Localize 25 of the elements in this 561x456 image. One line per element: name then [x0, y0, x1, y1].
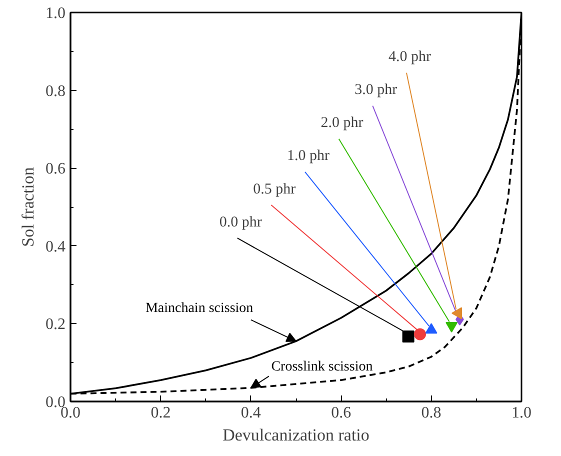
- text: 0.0 phr: [219, 214, 262, 230]
- x-tick-label: 1.0: [512, 404, 532, 422]
- y-tick-label: 0.6: [46, 160, 66, 178]
- text: 4.0 phr: [388, 49, 431, 66]
- y-tick-label: 0.8: [46, 82, 66, 100]
- text: Mainchain scission: [145, 300, 254, 316]
- y-tick-label: 0.4: [46, 238, 66, 256]
- text: 0.5 phr: [253, 181, 296, 198]
- x-tick-label: 0.8: [421, 404, 442, 422]
- x-tick-label: 0.4: [240, 404, 261, 422]
- x-axis-title: Devulcanization ratio: [222, 426, 370, 444]
- x-tick-label: 0.6: [331, 404, 352, 422]
- point: [414, 328, 426, 340]
- text: 3.0 phr: [354, 82, 398, 98]
- text: 1.0 phr: [286, 148, 330, 164]
- text: 2.0 phr: [320, 115, 364, 132]
- point: [446, 322, 458, 332]
- x-tick-label: 0.2: [150, 404, 171, 422]
- y-tick-label: 1.0: [46, 5, 66, 22]
- point: [425, 323, 438, 334]
- point: [452, 307, 462, 320]
- series-label: Crosslink scission: [271, 359, 373, 374]
- y-tick-label: 0.2: [46, 316, 66, 334]
- point: [402, 330, 414, 343]
- y-axis-title: Sol fraction: [18, 166, 38, 247]
